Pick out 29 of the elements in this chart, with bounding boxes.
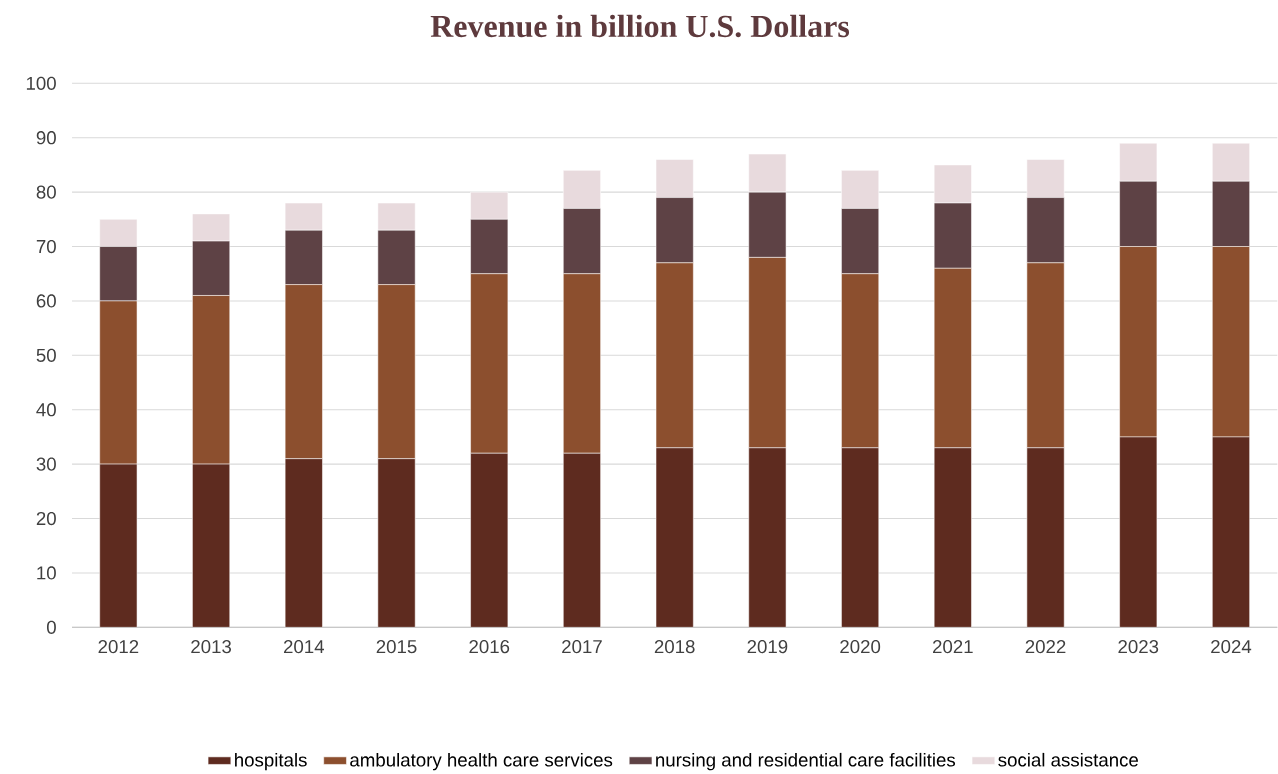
legend-label: nursing and residential care facilities — [656, 752, 956, 771]
y-tick-label: 50 — [36, 348, 56, 362]
x-tick-label: 2012 — [98, 640, 139, 654]
legend-label: hospitals — [235, 752, 307, 771]
y-tick-label: 30 — [36, 457, 56, 471]
y-tick-label: 100 — [26, 76, 56, 90]
y-tick-label: 20 — [36, 511, 56, 526]
y-tick-label: 70 — [36, 239, 56, 254]
y-tick-label: 90 — [36, 131, 56, 145]
x-tick-label: 2020 — [840, 640, 881, 654]
x-tick-label: 2023 — [1118, 640, 1159, 654]
x-tick-label: 2014 — [283, 640, 325, 654]
x-tick-label: 2013 — [191, 640, 232, 654]
x-tick-label: 2021 — [933, 640, 973, 654]
x-tick-label: 2024 — [1211, 640, 1252, 654]
x-tick-label: 2016 — [469, 640, 510, 654]
chart-title: Revenue in billion U.S. Dollars — [430, 14, 850, 38]
y-tick-label: 10 — [37, 566, 56, 580]
legend-label: ambulatory health care services — [350, 752, 613, 771]
y-tick-label: 0 — [46, 620, 56, 634]
y-tick-label: 60 — [36, 294, 56, 308]
legend-label: social assistance — [998, 752, 1138, 767]
x-tick-label: 2018 — [654, 640, 695, 654]
y-tick-label: 40 — [36, 403, 56, 417]
x-tick-label: 2015 — [376, 640, 417, 654]
x-tick-label: 2022 — [1025, 640, 1066, 654]
x-tick-label: 2019 — [747, 640, 788, 654]
x-tick-label: 2017 — [562, 640, 602, 654]
y-tick-label: 80 — [36, 185, 56, 199]
